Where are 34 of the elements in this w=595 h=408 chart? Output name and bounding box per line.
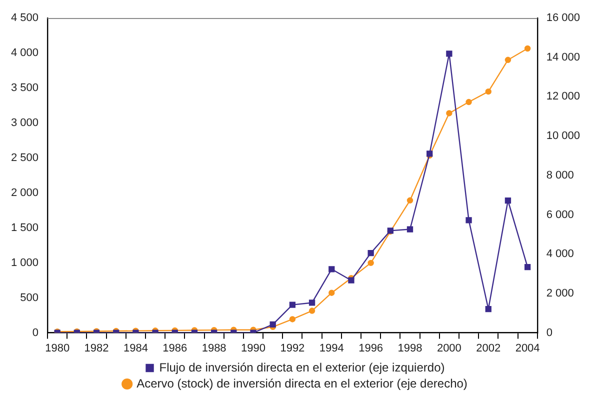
x-tick-label: 1988 bbox=[202, 342, 226, 354]
y2-tick-label: 6 000 bbox=[546, 208, 574, 221]
y2-tick-label: 4 000 bbox=[546, 248, 574, 260]
y2-tick-label: 0 bbox=[546, 326, 552, 339]
legend-label: Acervo (stock) de inversión directa en el exterior (eje derecho) bbox=[136, 376, 468, 390]
x-tick-label: 1998 bbox=[398, 342, 422, 354]
y-tick-label: 3 500 bbox=[10, 82, 39, 94]
y2-tick-label: 2 000 bbox=[546, 287, 574, 300]
x-tick-label: 2004 bbox=[515, 342, 540, 354]
y-tick-label: 2 000 bbox=[10, 186, 39, 199]
y-tick-label: 500 bbox=[20, 292, 39, 304]
y2-tick-label: 16 000 bbox=[546, 12, 580, 24]
y2-tick-label: 12 000 bbox=[546, 90, 580, 103]
y2-tick-label: 14 000 bbox=[546, 51, 580, 64]
y-tick-label: 1 500 bbox=[10, 222, 39, 234]
x-tick-label: 1994 bbox=[319, 342, 344, 354]
x-tick-label: 1990 bbox=[241, 342, 266, 354]
y2-tick-label: 10 000 bbox=[546, 130, 580, 142]
legend-label: Flujo de inversión directa en el exterior (eje izquierdo) bbox=[159, 360, 445, 374]
y-tick-label: 4 000 bbox=[10, 47, 39, 60]
x-tick-label: 1982 bbox=[84, 342, 109, 354]
y-tick-label: 3 000 bbox=[10, 116, 39, 129]
x-tick-label: 1984 bbox=[123, 342, 148, 354]
x-tick-label: 1996 bbox=[358, 342, 384, 354]
y-tick-label: 2 500 bbox=[10, 152, 39, 164]
x-tick-label: 1986 bbox=[162, 342, 188, 354]
y-tick-label: 4 500 bbox=[10, 12, 39, 24]
x-tick-label: 1992 bbox=[280, 342, 305, 354]
x-tick-label: 1980 bbox=[45, 342, 70, 354]
y-tick-label: 0 bbox=[32, 326, 39, 339]
y2-tick-label: 8 000 bbox=[546, 169, 574, 182]
x-tick-label: 2002 bbox=[476, 342, 501, 354]
x-tick-label: 2000 bbox=[436, 342, 462, 354]
y-tick-label: 1 000 bbox=[10, 256, 39, 269]
